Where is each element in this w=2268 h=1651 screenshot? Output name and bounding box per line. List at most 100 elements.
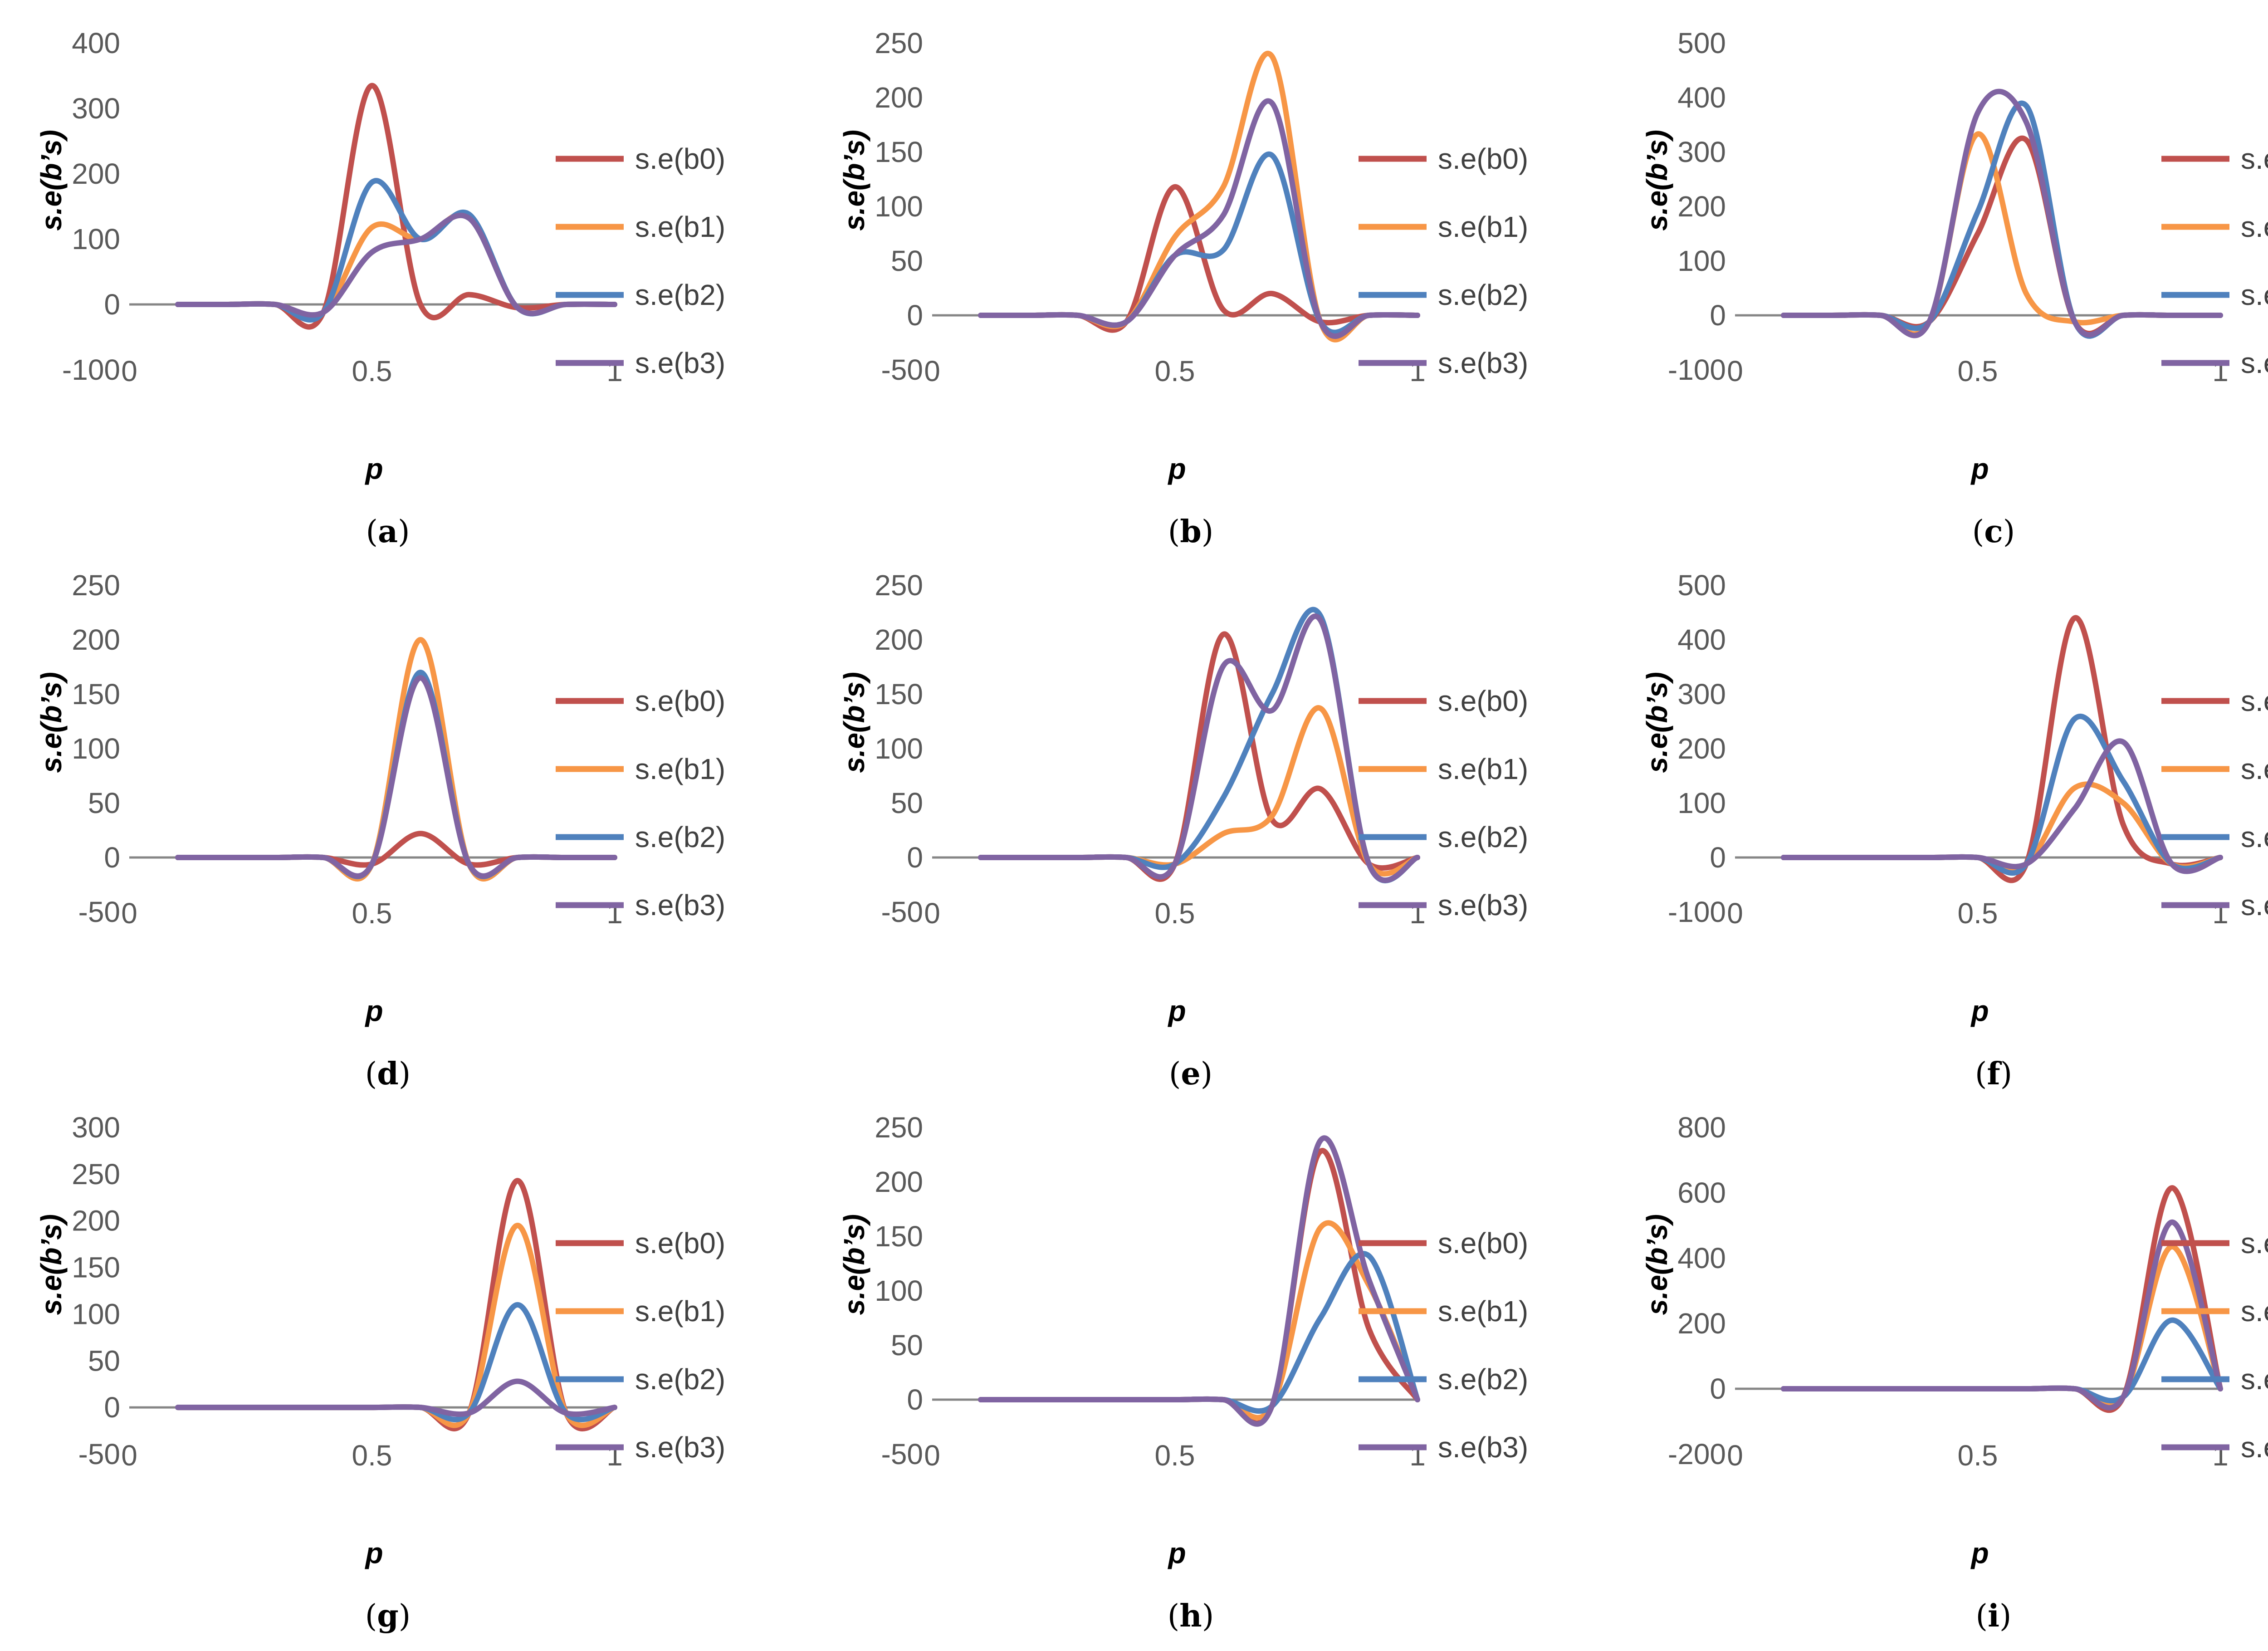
y-tick-label: 150: [875, 1220, 923, 1253]
legend-entry: s.e(b1): [1359, 1295, 1528, 1328]
legend-entry: s.e(b3): [2161, 889, 2268, 921]
y-tick-label: 50: [88, 1344, 120, 1377]
legend-label: s.e(b0): [2241, 142, 2268, 175]
x-tick-label: 0: [924, 1439, 940, 1472]
y-tick-label: -100: [62, 353, 120, 386]
legend-entry: s.e(b0): [2161, 685, 2268, 717]
y-tick-label: 0: [1710, 1372, 1726, 1405]
y-tick-label: 200: [72, 157, 120, 190]
legend-entry: s.e(b2): [556, 279, 725, 311]
y-axis-title: s.e(b’s): [35, 672, 68, 773]
legend-entry: s.e(b3): [2161, 1431, 2268, 1464]
series-line-seb3: [1781, 738, 2223, 874]
y-tick-label: 50: [891, 245, 923, 277]
legend-label: s.e(b0): [635, 142, 725, 175]
y-tick-label: 100: [72, 223, 120, 255]
x-axis-title: p: [364, 452, 383, 485]
legend-label: s.e(b3): [635, 1431, 725, 1464]
y-tick-label: 400: [1677, 81, 1726, 114]
panel-label: (g): [365, 1598, 411, 1634]
y-axis-title: s.e(b’s): [838, 672, 870, 773]
panel-label: (c): [1972, 514, 2015, 550]
series-line-seb3: [978, 98, 1420, 339]
y-tick-label: 500: [1677, 569, 1726, 602]
y-tick-label: 100: [1677, 787, 1726, 819]
legend-label: s.e(b2): [635, 1363, 725, 1396]
legend-label: s.e(b2): [635, 821, 725, 853]
legend-entry: s.e(b0): [2161, 142, 2268, 175]
series-line-seb0: [978, 1148, 1420, 1426]
legend-label: s.e(b1): [635, 753, 725, 785]
legend-entry: s.e(b2): [1359, 1363, 1528, 1396]
legend-label: s.e(b1): [2241, 753, 2268, 785]
panel-label: (f): [1975, 1056, 2012, 1092]
x-tick-label: 0.5: [1958, 355, 1998, 387]
legend-entry: s.e(b2): [1359, 821, 1528, 853]
legend-label: s.e(b3): [2241, 1431, 2268, 1464]
y-tick-label: 100: [72, 1298, 120, 1330]
y-tick-label: 200: [72, 623, 120, 656]
y-tick-label: 0: [907, 1383, 923, 1416]
legend-label: s.e(b1): [2241, 211, 2268, 243]
y-tick-label: -50: [78, 896, 121, 928]
x-tick-label: 0: [1727, 897, 1743, 930]
panel-label: (a): [366, 514, 410, 550]
series-line-seb3: [978, 613, 1420, 883]
x-tick-label: 0: [924, 355, 940, 387]
y-tick-label: 100: [72, 732, 120, 765]
y-tick-label: -100: [1668, 353, 1726, 386]
legend-label: s.e(b2): [2241, 1363, 2268, 1396]
y-tick-label: 200: [875, 1166, 923, 1198]
series-line-seb0: [1781, 1185, 2223, 1413]
legend-entry: s.e(b1): [556, 753, 725, 785]
legend-entry: s.e(b0): [2161, 1227, 2268, 1259]
series-line-seb2: [1781, 100, 2223, 339]
series-line-seb3: [1781, 88, 2223, 338]
y-tick-label: 300: [1677, 678, 1726, 710]
y-tick-label: 150: [875, 678, 923, 710]
x-axis-title: p: [364, 995, 383, 1027]
series-line-seb3: [175, 212, 617, 318]
legend-entry: s.e(b2): [2161, 821, 2268, 853]
y-tick-label: 0: [907, 299, 923, 332]
y-tick-label: 250: [72, 1158, 120, 1190]
y-axis-title: s.e(b’s): [838, 130, 870, 231]
x-tick-label: 1: [2212, 897, 2229, 930]
x-tick-label: 1: [1409, 1439, 1426, 1472]
x-tick-label: 1: [2212, 1439, 2229, 1472]
y-tick-label: 0: [104, 288, 120, 321]
legend-entry: s.e(b2): [1359, 279, 1528, 311]
y-tick-label: 100: [875, 732, 923, 765]
legend-entry: s.e(b0): [556, 142, 725, 175]
y-axis-title: s.e(b’s): [35, 130, 68, 231]
chart-panel-c: -100010020030040050000.51s.e(b’s)ps.e(b0…: [1641, 27, 2268, 550]
y-tick-label: 300: [72, 92, 120, 125]
y-tick-label: 200: [1677, 190, 1726, 223]
panel-label: (e): [1169, 1056, 1212, 1092]
x-tick-label: 0: [121, 355, 137, 387]
series-line-seb0: [1781, 135, 2223, 337]
y-tick-label: 600: [1677, 1176, 1726, 1209]
legend-label: s.e(b2): [635, 279, 725, 311]
series-line-seb0: [175, 1178, 617, 1431]
legend-entry: s.e(b2): [556, 821, 725, 853]
x-tick-label: 0.5: [1155, 897, 1195, 930]
legend-label: s.e(b0): [635, 685, 725, 717]
y-axis-title: s.e(b’s): [1641, 1214, 1673, 1315]
legend-entry: s.e(b2): [556, 1363, 725, 1396]
x-tick-label: 0: [121, 897, 137, 930]
legend-entry: s.e(b3): [556, 347, 725, 379]
y-tick-label: 250: [875, 1111, 923, 1144]
series-line-seb1: [978, 1220, 1420, 1421]
panel-label: (i): [1976, 1598, 2012, 1634]
y-axis-title: s.e(b’s): [35, 1214, 68, 1315]
y-tick-label: 150: [72, 1251, 120, 1284]
series-line-seb1: [978, 50, 1420, 343]
legend-label: s.e(b3): [1438, 1431, 1528, 1464]
y-tick-label: 0: [104, 1391, 120, 1424]
y-tick-label: 300: [1677, 136, 1726, 168]
